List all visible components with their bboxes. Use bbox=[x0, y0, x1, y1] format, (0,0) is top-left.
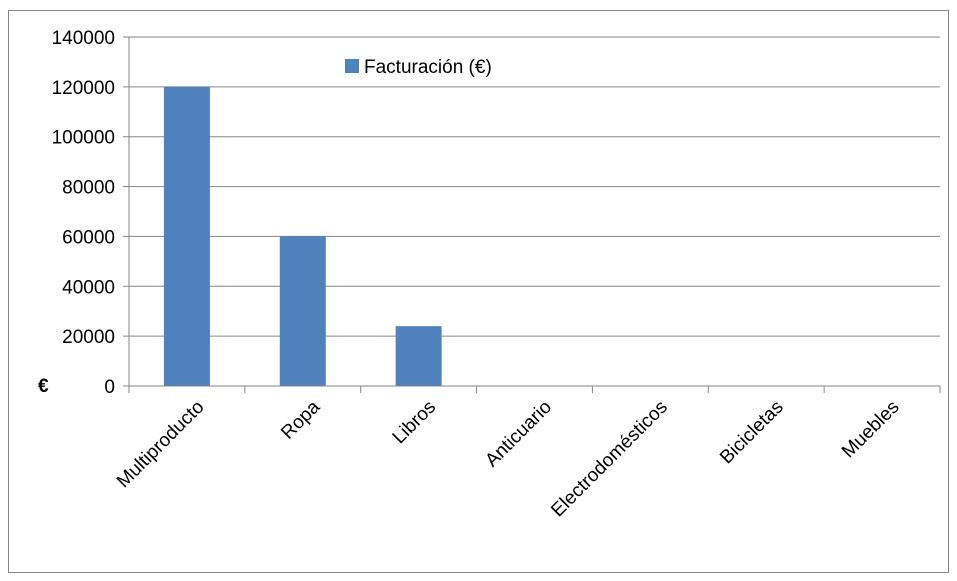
y-tick-label: 40000 bbox=[62, 277, 115, 298]
x-axis-category-labels: Multiproducto Ropa Libros AnticuarioElectro… bbox=[113, 396, 904, 521]
y-tick-label: 80000 bbox=[62, 178, 115, 199]
y-tick-label: 140000 bbox=[52, 28, 115, 49]
x-category-label: Muebles bbox=[838, 397, 904, 463]
x-category-label: Multiproducto bbox=[113, 397, 209, 493]
legend: Facturación (€) bbox=[345, 57, 492, 78]
bar-multiproducto bbox=[163, 86, 210, 386]
y-tick-label: 0 bbox=[104, 377, 115, 398]
x-category-label: Ropa bbox=[277, 396, 324, 443]
x-category-label: Anticuario bbox=[481, 397, 556, 472]
x-category-label: Bicicletas bbox=[716, 397, 788, 469]
x-category-label: Libros bbox=[389, 397, 440, 448]
y-axis-tick-labels: 0 20000 40000 60000 80000 100000 120000 140000 bbox=[52, 28, 129, 398]
bar-ropa bbox=[279, 236, 326, 386]
axes bbox=[128, 37, 941, 393]
y-tick-label: 20000 bbox=[62, 327, 115, 348]
gridlines bbox=[129, 36, 940, 337]
y-tick-label: 100000 bbox=[52, 128, 115, 149]
bar-libros bbox=[395, 326, 442, 386]
y-tick-label: 120000 bbox=[52, 78, 115, 99]
legend-label: Facturación (€) bbox=[364, 57, 492, 78]
legend-swatch bbox=[345, 59, 359, 73]
bars bbox=[163, 86, 442, 386]
y-tick-label: 60000 bbox=[62, 227, 115, 248]
y-axis-label: € bbox=[38, 376, 49, 397]
x-category-label: Electrodomésticos bbox=[547, 397, 672, 522]
